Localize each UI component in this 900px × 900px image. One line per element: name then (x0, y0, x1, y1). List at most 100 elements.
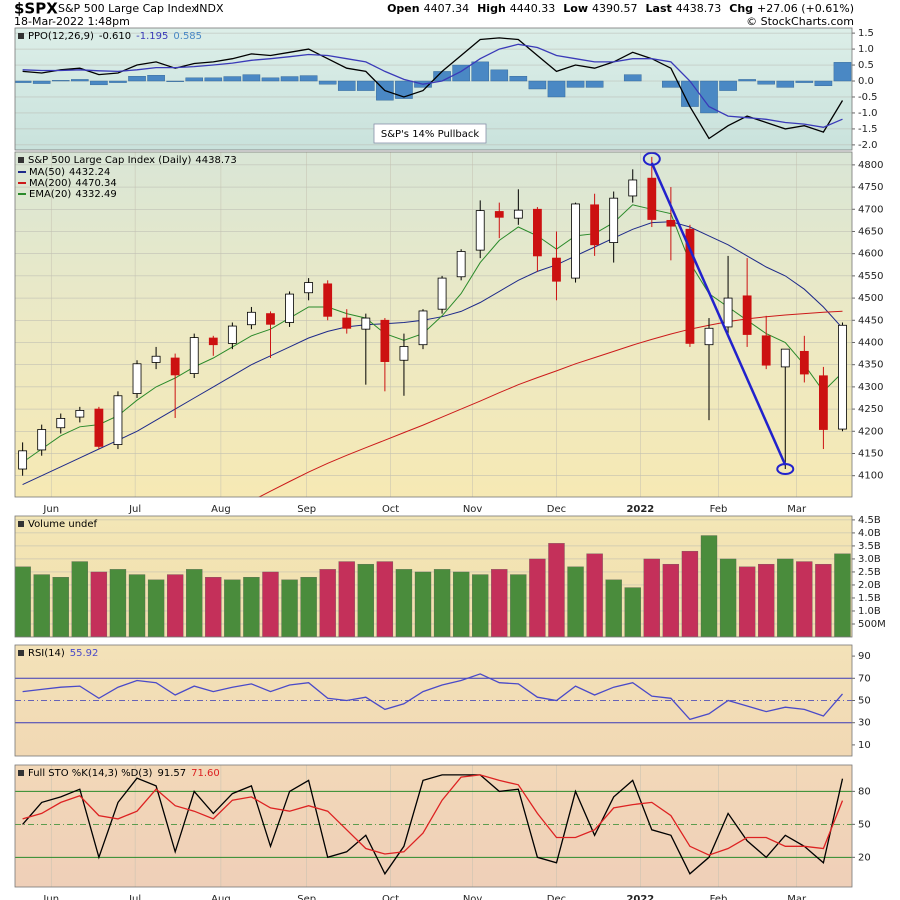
volume-bar (224, 579, 241, 637)
legend-title: Full STO %K(14,3) %D(3) (28, 768, 153, 779)
volume-bar (452, 571, 470, 637)
histogram-bar (185, 77, 204, 82)
candle-body (609, 197, 619, 243)
volume-bar (109, 569, 127, 637)
histogram-bar (719, 80, 737, 91)
y-tick-label: 4100 (858, 471, 883, 482)
volume-bar (472, 574, 489, 637)
histogram-bar (51, 80, 70, 82)
volume-bar (71, 561, 88, 637)
histogram-bar (738, 79, 756, 82)
legend-title: S&P 500 Large Cap Index (Daily) (28, 155, 191, 166)
histogram-bar (242, 74, 261, 82)
candle-body (132, 363, 142, 394)
x-tick-label: Oct (382, 504, 399, 515)
histogram-bar (395, 80, 413, 99)
x-tick-label: Jun (42, 894, 59, 900)
y-tick-label: -1.5 (858, 124, 878, 135)
volume-bar (529, 558, 546, 637)
chg-label: Chg (729, 2, 753, 15)
exchange: INDX (196, 2, 224, 15)
histogram-bar (585, 80, 604, 88)
x-tick-label: Jul (128, 894, 141, 900)
candle-body (113, 395, 123, 446)
candle-body (494, 211, 504, 218)
candle-body (571, 203, 580, 279)
candle-body (247, 311, 256, 326)
last-label: Last (646, 2, 672, 15)
x-tick-label: Mar (787, 504, 807, 515)
legend-value: -0.610 (99, 31, 131, 42)
volume-bar (834, 553, 851, 637)
volume-bar (186, 569, 203, 637)
y-tick-label: 4650 (858, 226, 883, 237)
volume-bar (567, 566, 584, 637)
candle-body (513, 209, 523, 219)
y-tick-label: 4250 (858, 404, 883, 415)
quote-summary: Open 4407.34 High 4440.33 Low 4390.57 Last 4438… (387, 2, 854, 15)
volume-bar (376, 561, 394, 637)
histogram-bar (623, 74, 642, 82)
volume-bar (357, 563, 374, 637)
volume-bar (433, 569, 451, 637)
histogram-bar (662, 80, 680, 88)
histogram-bar (337, 80, 356, 91)
histogram-bar (204, 77, 223, 82)
y-tick-label: -2.0 (858, 140, 878, 151)
volume-bar (815, 563, 832, 637)
legend-value: 4470.34 (75, 178, 116, 189)
y-tick-label: 4150 (858, 448, 883, 459)
histogram-bar (700, 80, 718, 114)
x-tick-label: Sep (297, 894, 316, 900)
histogram-bar (90, 80, 108, 86)
candle-body (456, 251, 466, 278)
histogram-bar (166, 80, 184, 82)
timestamp: 18-Mar-2022 1:48pm (14, 15, 130, 28)
pullback-peak-circle (642, 151, 661, 166)
y-tick-label: 1.0 (858, 44, 874, 55)
volume-bar (15, 566, 31, 637)
x-tick-label: Nov (463, 894, 483, 900)
volume-bar (128, 574, 146, 637)
x-tick-label: 2022 (626, 504, 654, 515)
histogram-bar (299, 75, 318, 82)
x-tick-label: Mar (787, 894, 807, 900)
legend-title: PPO(12,26,9) (28, 31, 94, 42)
volume-bar (738, 566, 756, 637)
panel-frame (14, 515, 853, 638)
volume-bar (719, 558, 737, 637)
panel-legend: PPO(12,26,9) -0.610 -1.195 0.585 (28, 31, 202, 42)
x-tick-label: Dec (547, 504, 566, 515)
volume-bar (414, 571, 432, 637)
y-tick-label: 2.0B (858, 580, 881, 591)
open-value: 4407.34 (424, 2, 470, 15)
y-tick-label: 0.5 (858, 60, 874, 71)
x-tick-label: Feb (710, 504, 728, 515)
histogram-bar (814, 80, 833, 87)
y-tick-label: 4700 (858, 204, 883, 215)
candle-body (208, 337, 218, 346)
candle-body (628, 179, 638, 197)
candle-body (361, 317, 371, 330)
candle-body (56, 418, 66, 429)
legend-value: 4332.49 (75, 189, 116, 200)
y-tick-label: 4200 (858, 426, 883, 437)
panel-plot (15, 32, 852, 146)
series-line (258, 310, 843, 497)
candle-body (647, 177, 657, 220)
y-tick-label: 4800 (858, 160, 883, 171)
volume-bar (491, 569, 508, 637)
histogram-bar (471, 61, 489, 82)
legend-value: 55.92 (70, 648, 99, 659)
candle-body (323, 283, 333, 317)
y-tick-label: 4500 (858, 293, 883, 304)
volume-bar (147, 579, 165, 637)
legend-value: 4432.24 (69, 167, 110, 178)
candle-body (685, 228, 695, 344)
y-tick-label: 4350 (858, 360, 883, 371)
panel-legend: Full STO %K(14,3) %D(3) 91.57 71.60 (28, 768, 220, 779)
y-tick-label: 4450 (858, 315, 883, 326)
candle-body (819, 375, 828, 430)
histogram-bar (528, 80, 547, 90)
legend-marker (18, 650, 24, 656)
